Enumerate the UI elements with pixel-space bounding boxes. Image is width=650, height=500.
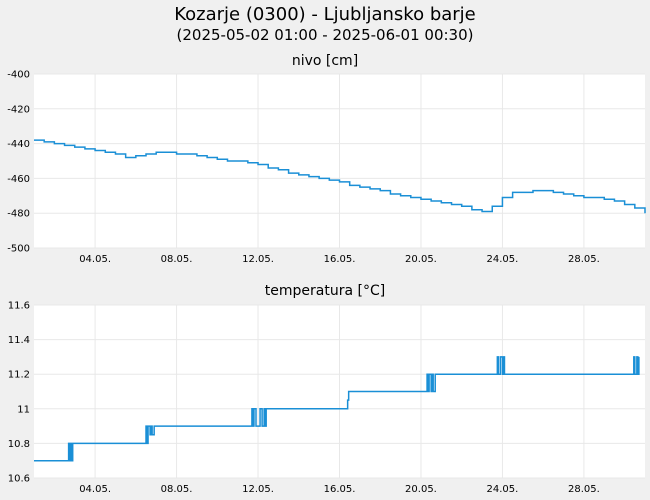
y-tick-label: -440 — [7, 139, 30, 150]
series-line — [34, 356, 640, 462]
chart-subtitle: (2025-05-02 01:00 - 2025-06-01 00:30) — [177, 26, 474, 44]
panel-nivo: -400 -420 -440 -460 -480 -500 04.05. 08.05. 12.0… — [7, 70, 646, 265]
y-tick-label: 11.2 — [8, 370, 30, 381]
y-tick-label: -500 — [7, 244, 30, 255]
series-line — [34, 139, 646, 214]
y-tick-label: 11.6 — [8, 301, 30, 312]
y-tick-label: -460 — [7, 174, 30, 185]
x-tick-label: 20.05. — [405, 254, 437, 265]
y-tick-label: 11.4 — [8, 335, 30, 346]
panel-temperatura: 11.6 11.4 11.2 11 10.8 10.6 04.05. 08.05. 12.05.… — [8, 301, 645, 495]
x-tick-label: 04.05. — [79, 484, 111, 495]
x-tick-label: 08.05. — [161, 484, 193, 495]
x-tick-label: 08.05. — [161, 254, 193, 265]
x-tick-label: 24.05. — [487, 254, 519, 265]
chart-title: Kozarje (0300) - Ljubljansko barje — [174, 4, 476, 25]
y-tick-label: 11 — [17, 404, 30, 415]
x-tick-label: 16.05. — [324, 254, 356, 265]
x-tick-label: 12.05. — [242, 484, 274, 495]
x-tick-label: 24.05. — [487, 484, 519, 495]
x-tick-label: 28.05. — [568, 484, 600, 495]
y-tick-label: 10.8 — [8, 439, 30, 450]
x-tick-label: 12.05. — [242, 254, 274, 265]
y-tick-label: -420 — [7, 104, 30, 115]
y-tick-label: -400 — [7, 70, 30, 81]
panel-title-nivo: nivo [cm] — [292, 53, 358, 69]
y-tick-label: -480 — [7, 209, 30, 220]
y-tick-label: 10.6 — [8, 474, 30, 485]
x-tick-label: 28.05. — [568, 254, 600, 265]
x-tick-label: 16.05. — [324, 484, 356, 495]
panel-title-temperatura: temperatura [°C] — [265, 283, 385, 299]
x-tick-label: 20.05. — [405, 484, 437, 495]
x-tick-label: 04.05. — [79, 254, 111, 265]
